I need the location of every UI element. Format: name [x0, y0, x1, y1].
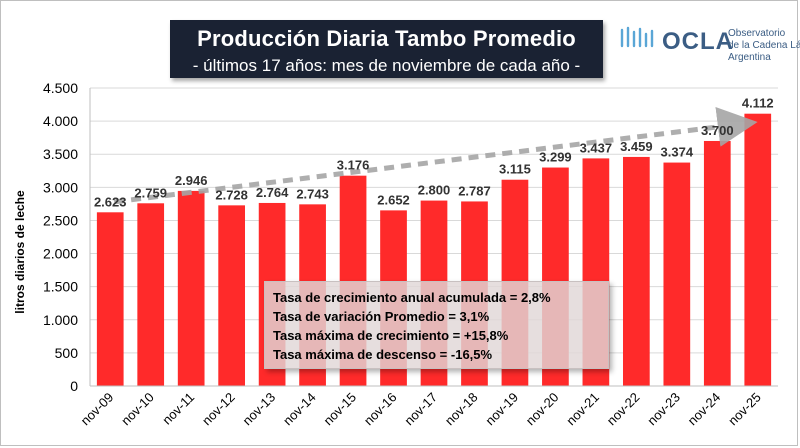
data-label: 3.459 — [620, 139, 653, 154]
x-tick-label: nov-11 — [159, 390, 197, 428]
trend-arrow — [113, 107, 758, 205]
x-tick-label: nov-13 — [240, 390, 279, 429]
y-tick-label: 2.500 — [43, 212, 78, 228]
x-tick-label: nov-20 — [523, 390, 562, 429]
bar — [622, 156, 650, 386]
logo-name: OCLA — [662, 28, 734, 55]
logo-line-2: de la Cadena Láctea — [728, 40, 800, 51]
logo-line-3: Argentina — [728, 52, 771, 63]
x-tick-label: nov-12 — [199, 390, 238, 429]
ocla-logo: OCLA Observatorio de la Cadena Láctea Ar… — [620, 22, 800, 72]
data-label: 2.623 — [94, 194, 127, 209]
stat-max-decline: Tasa máxima de descenso = -16,5% — [273, 347, 493, 362]
x-tick-label: nov-16 — [361, 390, 400, 429]
data-label: 2.946 — [175, 173, 208, 188]
y-tick-label: 3.500 — [43, 146, 78, 162]
data-label: 2.764 — [256, 185, 289, 200]
chart-subtitle: - últimos 17 años: mes de noviembre de c… — [192, 56, 581, 75]
x-tick-label: nov-14 — [280, 390, 319, 429]
bar — [218, 205, 246, 386]
data-label: 3.176 — [337, 158, 370, 173]
bar — [137, 203, 165, 386]
x-tick-label: nov-09 — [78, 390, 117, 429]
data-label: 3.374 — [661, 145, 694, 160]
y-tick-label: 1.500 — [43, 279, 78, 295]
chart-title: Producción Diaria Tambo Promedio — [197, 26, 576, 51]
bar — [703, 140, 731, 386]
y-tick-label: 4.000 — [43, 113, 78, 129]
y-tick-label: 500 — [55, 345, 79, 361]
bar — [663, 162, 691, 386]
y-tick-label: 1.000 — [43, 312, 78, 328]
data-label: 2.728 — [215, 187, 248, 202]
data-label: 2.743 — [296, 186, 329, 201]
stat-cagr: Tasa de crecimiento anual acumulada = 2,… — [273, 290, 551, 305]
x-tick-label: nov-19 — [482, 390, 521, 429]
data-label: 3.299 — [539, 150, 572, 165]
bar — [744, 113, 772, 387]
x-tick-label: nov-25 — [725, 390, 764, 429]
title-banner: Producción Diaria Tambo Promedio - últim… — [170, 20, 603, 78]
value-labels: 2.623 2.759 2.946 2.728 2.764 2.743 3.176 2.652… — [94, 96, 774, 210]
trend-line — [113, 107, 758, 205]
data-label: 2.759 — [134, 185, 167, 200]
data-label: 2.652 — [377, 192, 410, 207]
x-tick-label: nov-18 — [442, 390, 481, 429]
x-tick-label: nov-23 — [644, 390, 683, 429]
y-tick-label: 3.000 — [43, 179, 78, 195]
data-label: 3.700 — [701, 123, 734, 138]
data-label: 2.800 — [418, 183, 451, 198]
x-tick-label: nov-17 — [401, 390, 440, 429]
y-tick-label: 0 — [70, 378, 78, 394]
data-label: 3.115 — [499, 162, 531, 177]
y-tick-label: 2.000 — [43, 246, 78, 262]
data-label: 4.112 — [742, 96, 774, 111]
logo-line-1: Observatorio — [728, 28, 786, 39]
x-tick-label: nov-22 — [604, 390, 643, 429]
y-axis-label: litros diarios de leche — [13, 190, 27, 314]
data-label: 2.787 — [458, 183, 491, 198]
stat-max-growth: Tasa máxima de crecimiento = +15,8% — [273, 328, 509, 343]
bar — [96, 212, 124, 386]
stats-box: Tasa de crecimiento anual acumulada = 2,… — [264, 281, 609, 369]
milk-wave-icon — [620, 26, 654, 48]
x-tick-label: nov-24 — [685, 390, 724, 429]
data-label: 3.437 — [580, 140, 613, 155]
x-tick-label: nov-10 — [118, 390, 157, 429]
x-tick-label: nov-15 — [320, 390, 359, 429]
stat-avg-variation: Tasa de variación Promedio = 3,1% — [273, 309, 490, 324]
x-tick-label: nov-21 — [563, 390, 602, 429]
y-tick-label: 4.500 — [43, 80, 78, 96]
bar — [177, 190, 205, 386]
